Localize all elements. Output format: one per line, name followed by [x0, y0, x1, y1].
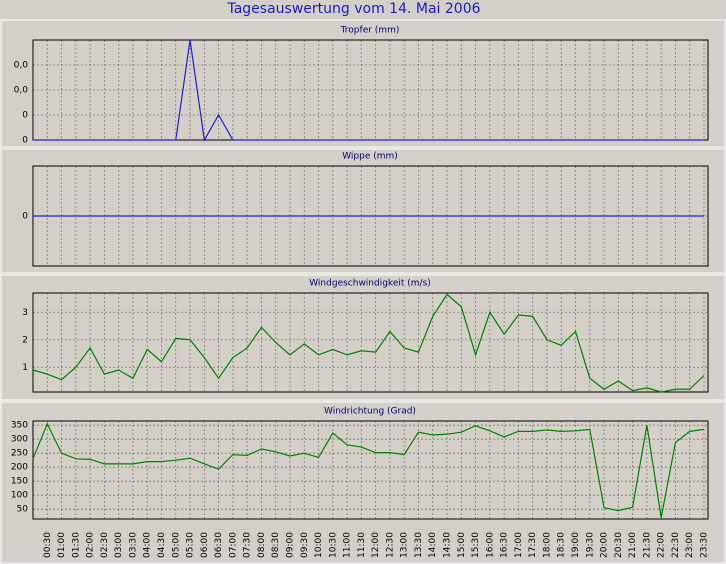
y-tick-label: 200 — [11, 463, 28, 473]
panel-title: Tropfer (mm) — [340, 26, 400, 36]
plot-border — [32, 420, 709, 520]
x-tick-label: 22:30 — [671, 532, 681, 558]
x-tick-label: 19:30 — [585, 532, 595, 558]
x-tick-label: 06:30 — [214, 532, 224, 558]
x-tick-label: 02:00 — [86, 532, 96, 558]
x-tick-label: 06:00 — [200, 532, 210, 558]
data-line — [32, 422, 705, 518]
x-tick-label: 08:00 — [257, 532, 267, 558]
x-tick-label: 03:30 — [128, 532, 138, 558]
x-tick-label: 07:30 — [243, 532, 253, 558]
y-tick-label: 2 — [22, 335, 28, 345]
x-tick-label: 11:00 — [343, 532, 353, 558]
x-tick-label: 12:30 — [385, 532, 395, 558]
x-tick-label: 14:30 — [443, 532, 453, 558]
y-tick-label: 0,0 — [14, 86, 29, 96]
x-tick-label: 11:30 — [357, 532, 367, 558]
x-tick-label: 17:00 — [514, 532, 524, 558]
x-tick-label: 05:00 — [171, 532, 181, 558]
y-tick-label: 350 — [11, 421, 28, 431]
data-line — [32, 293, 705, 393]
x-tick-label: 09:00 — [285, 532, 295, 558]
x-tick-label: 01:00 — [57, 532, 67, 558]
x-tick-label: 23:30 — [700, 532, 710, 558]
x-tick-label: 04:00 — [143, 532, 153, 558]
x-tick-label: 05:30 — [186, 532, 196, 558]
x-tick-label: 10:00 — [314, 532, 324, 558]
x-tick-label: 15:00 — [457, 532, 467, 558]
panel-title: Wippe (mm) — [342, 152, 398, 162]
x-tick-label: 17:30 — [528, 532, 538, 558]
page-title: Tagesauswertung vom 14. Mai 2006 — [226, 1, 480, 17]
x-tick-label: 14:00 — [428, 532, 438, 558]
y-tick-label: 1 — [22, 363, 28, 373]
x-tick-label: 16:30 — [500, 532, 510, 558]
x-tick-label: 19:00 — [571, 532, 581, 558]
x-tick-label: 20:30 — [614, 532, 624, 558]
y-tick-label: 0 — [22, 136, 28, 146]
x-tick-label: 03:00 — [114, 532, 124, 558]
y-tick-label: 300 — [11, 435, 28, 445]
x-tick-label: 00:30 — [43, 532, 53, 558]
x-tick-label: 02:30 — [100, 532, 110, 558]
panel-frame — [0, 19, 726, 150]
panel-frame — [0, 399, 726, 564]
x-tick-label: 21:30 — [642, 532, 652, 558]
plot-border — [32, 292, 709, 393]
panel-title: Windrichtung (Grad) — [324, 407, 416, 417]
y-tick-label: 3 — [22, 308, 28, 318]
x-tick-label: 09:30 — [300, 532, 310, 558]
x-tick-label: 18:30 — [557, 532, 567, 558]
x-tick-label: 22:00 — [657, 532, 667, 558]
y-tick-label: 150 — [11, 477, 28, 487]
x-tick-label: 07:00 — [228, 532, 238, 558]
x-tick-label: 21:00 — [628, 532, 638, 558]
x-tick-label: 15:30 — [471, 532, 481, 558]
y-tick-label: 0,0 — [14, 61, 29, 71]
y-tick-label: 100 — [11, 491, 28, 501]
y-tick-label: 250 — [11, 449, 28, 459]
data-line — [33, 39, 704, 142]
panel-frame — [0, 272, 726, 403]
x-tick-label: 13:30 — [414, 532, 424, 558]
x-tick-label: 04:30 — [157, 532, 167, 558]
x-tick-label: 08:30 — [271, 532, 281, 558]
x-tick-label: 23:00 — [685, 532, 695, 558]
panel-title: Windgeschwindigkeit (m/s) — [309, 279, 431, 289]
y-tick-label: 0 — [22, 212, 28, 222]
x-tick-label: 01:30 — [71, 532, 81, 558]
x-tick-label: 16:00 — [485, 532, 495, 558]
x-tick-label: 13:00 — [400, 532, 410, 558]
x-tick-label: 10:30 — [328, 532, 338, 558]
x-tick-label: 20:00 — [600, 532, 610, 558]
y-tick-label: 50 — [17, 505, 29, 515]
x-tick-label: 12:00 — [371, 532, 381, 558]
x-tick-label: 18:00 — [542, 532, 552, 558]
panel-frame — [0, 146, 726, 276]
y-tick-label: 0 — [22, 111, 28, 121]
